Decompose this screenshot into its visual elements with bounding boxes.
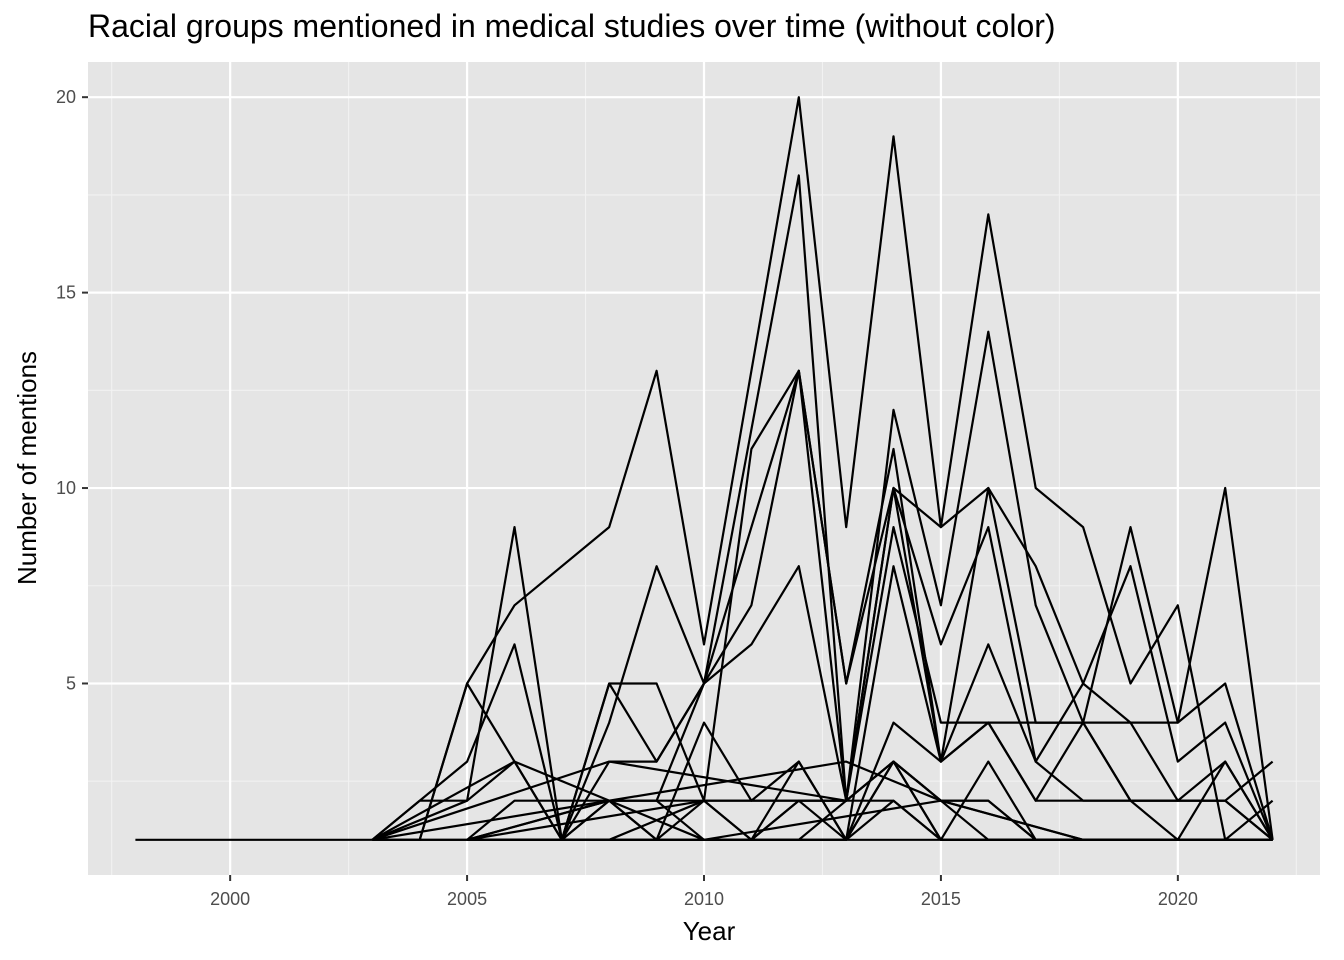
chart-title: Racial groups mentioned in medical studi… xyxy=(88,8,1056,44)
x-tick-label: 2005 xyxy=(447,889,487,909)
series-line-3 xyxy=(371,174,1274,841)
series-lines xyxy=(135,96,1274,841)
x-axis-title: Year xyxy=(683,916,736,946)
x-tick-label: 2015 xyxy=(921,889,961,909)
y-tick-label: 20 xyxy=(56,87,76,107)
series-line-2 xyxy=(371,213,1273,841)
x-tick-label: 2020 xyxy=(1158,889,1198,909)
y-tick-label: 15 xyxy=(56,283,76,303)
tick-labels: 2000 2005 2010 2015 2020 5 10 15 20 xyxy=(56,87,1198,909)
y-tick-label: 5 xyxy=(66,673,76,693)
x-tick-label: 2000 xyxy=(210,889,250,909)
series-line-5 xyxy=(371,369,1274,841)
y-axis-title: Number of mentions xyxy=(12,351,42,585)
axis-ticks xyxy=(82,96,1179,881)
x-tick-label: 2010 xyxy=(684,889,724,909)
y-tick-label: 10 xyxy=(56,478,76,498)
